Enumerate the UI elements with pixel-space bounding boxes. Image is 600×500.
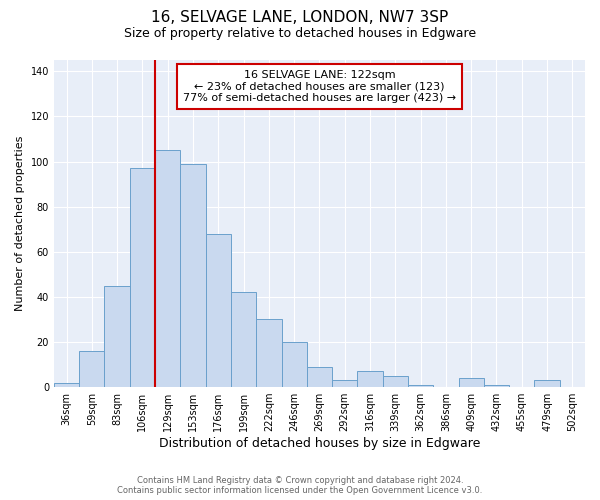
Bar xyxy=(332,380,358,387)
Text: Size of property relative to detached houses in Edgware: Size of property relative to detached ho… xyxy=(124,28,476,40)
Text: 16 SELVAGE LANE: 122sqm
← 23% of detached houses are smaller (123)
77% of semi-d: 16 SELVAGE LANE: 122sqm ← 23% of detache… xyxy=(183,70,456,103)
X-axis label: Distribution of detached houses by size in Edgware: Distribution of detached houses by size … xyxy=(159,437,480,450)
Bar xyxy=(484,385,509,387)
Bar xyxy=(383,376,408,387)
Text: 16, SELVAGE LANE, LONDON, NW7 3SP: 16, SELVAGE LANE, LONDON, NW7 3SP xyxy=(151,10,449,25)
Bar xyxy=(535,380,560,387)
Y-axis label: Number of detached properties: Number of detached properties xyxy=(15,136,25,311)
Bar xyxy=(181,164,206,387)
Bar xyxy=(79,351,104,387)
Bar xyxy=(281,342,307,387)
Bar xyxy=(206,234,231,387)
Bar xyxy=(358,372,383,387)
Bar xyxy=(408,385,433,387)
Bar xyxy=(458,378,484,387)
Bar xyxy=(54,382,79,387)
Bar xyxy=(307,367,332,387)
Text: Contains HM Land Registry data © Crown copyright and database right 2024.
Contai: Contains HM Land Registry data © Crown c… xyxy=(118,476,482,495)
Bar xyxy=(256,320,281,387)
Bar xyxy=(130,168,155,387)
Bar xyxy=(155,150,181,387)
Bar xyxy=(231,292,256,387)
Bar xyxy=(104,286,130,387)
